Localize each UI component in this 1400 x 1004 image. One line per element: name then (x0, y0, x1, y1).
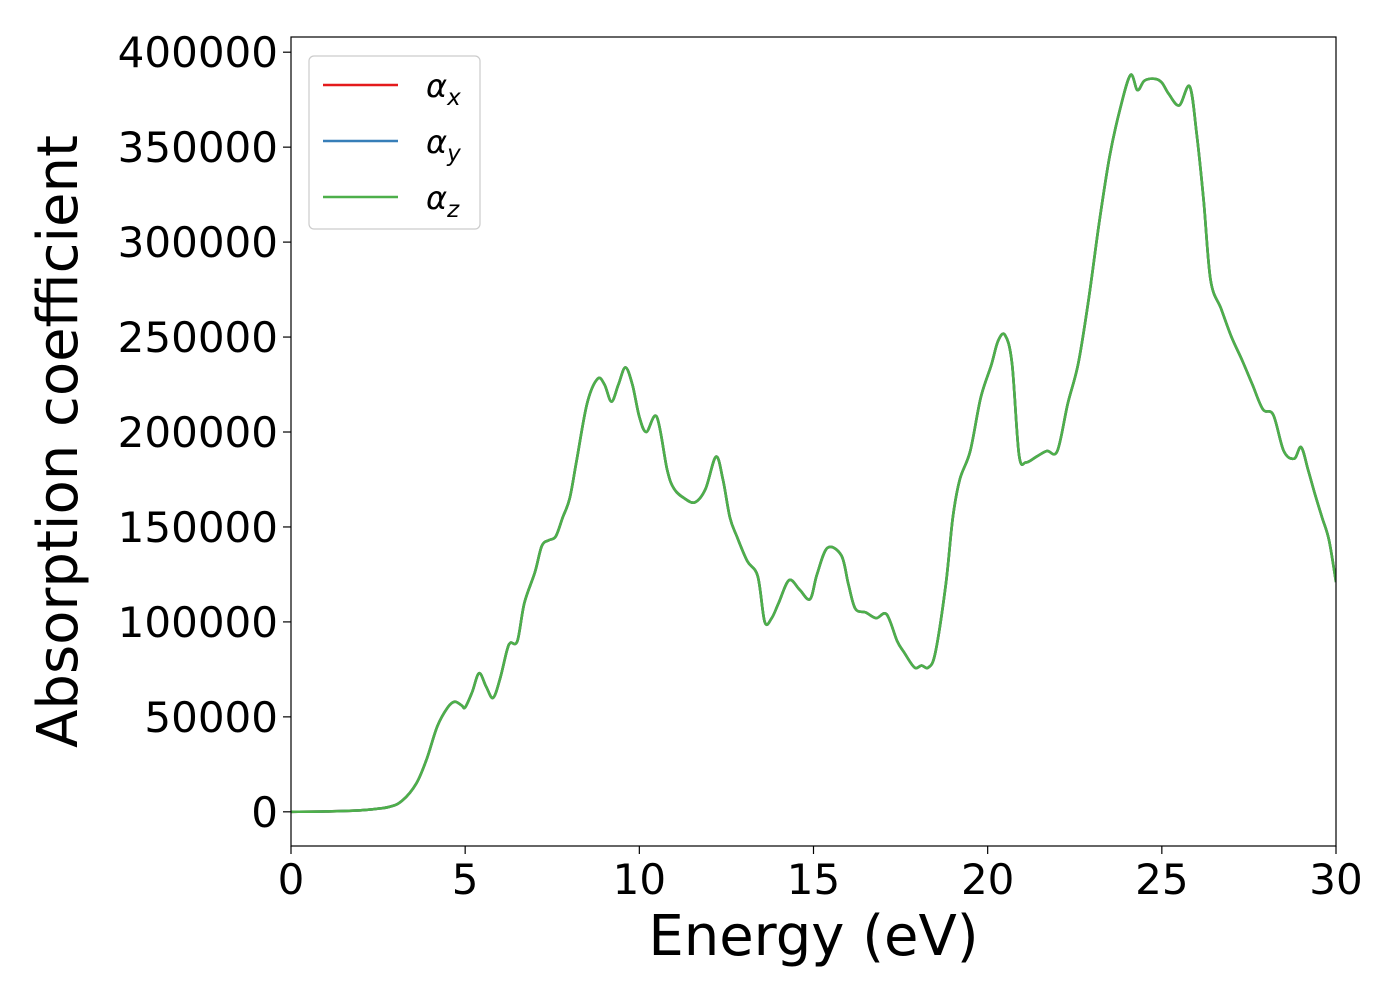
y-axis-title: Absorption coefficient (26, 135, 91, 748)
axis-ticks: 0 5 10 15 20 25 30 0 50000 100000 150000 200000 2500… (118, 28, 1363, 904)
y-tick-label: 350000 (118, 123, 278, 172)
y-tick-label: 0 (251, 788, 278, 837)
x-axis-title: Energy (eV) (648, 904, 978, 969)
legend-label-z: αz (426, 179, 460, 223)
legend-label-y: αy (426, 123, 461, 167)
y-tick-label: 300000 (118, 218, 278, 267)
x-tick-label: 0 (278, 855, 305, 904)
series-line-z (291, 73, 1336, 814)
legend: αx αy αz (308, 55, 481, 230)
x-tick-label: 20 (961, 855, 1014, 904)
x-tick-label: 30 (1309, 855, 1362, 904)
x-tick-label: 10 (613, 855, 666, 904)
y-tick-label: 100000 (118, 598, 278, 647)
y-tick-label: 150000 (118, 503, 278, 552)
legend-label-x: αx (426, 67, 461, 111)
x-tick-label: 15 (787, 855, 840, 904)
x-tick-label: 25 (1135, 855, 1188, 904)
y-tick-label: 400000 (118, 28, 278, 77)
legend-box (308, 55, 481, 230)
plot-area (291, 73, 1336, 814)
y-tick-label: 250000 (118, 313, 278, 362)
x-tick-label: 5 (452, 855, 479, 904)
y-tick-label: 200000 (118, 408, 278, 457)
y-tick-label: 50000 (144, 693, 278, 742)
